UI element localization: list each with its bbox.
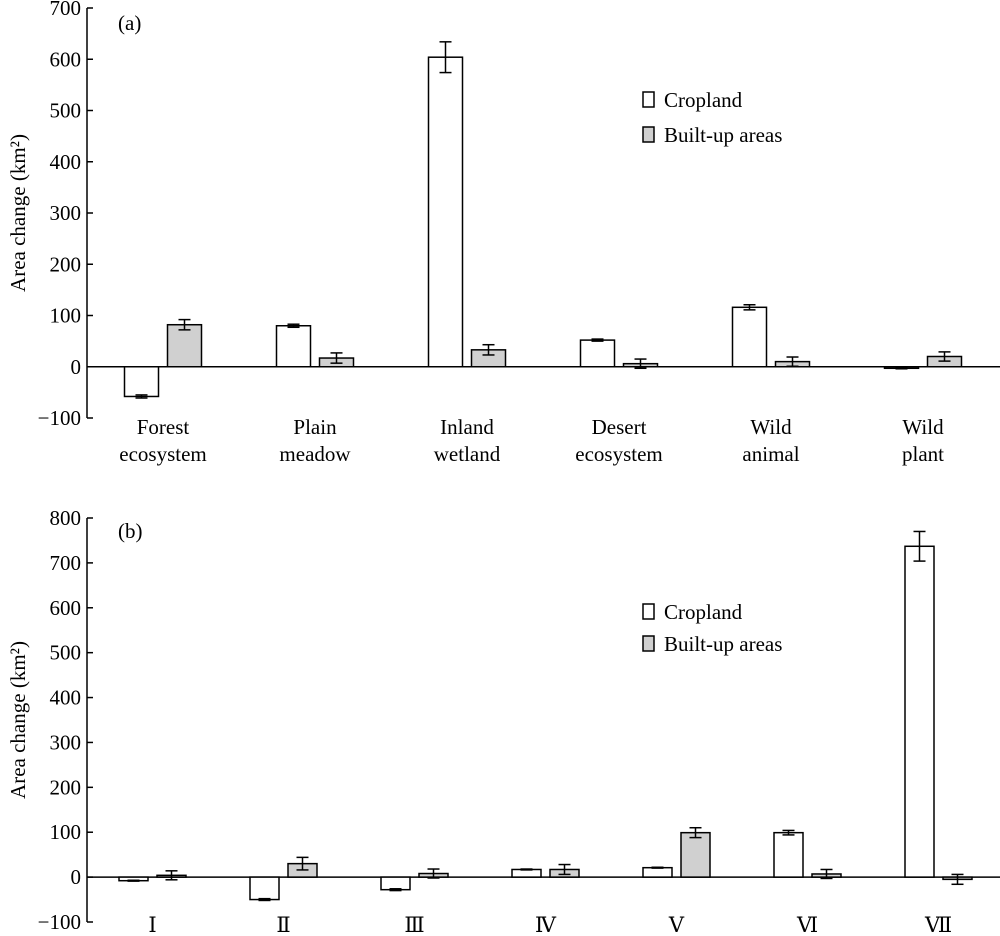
chart-panel-a: −100 0 100 200 300 400 500 600 700 Forest ecosyste… <box>6 0 1000 466</box>
legend-label: Cropland <box>664 600 743 624</box>
cropland-bar <box>249 876 280 901</box>
y-tick-label: 700 <box>50 551 82 575</box>
cropland-bar <box>380 876 411 891</box>
y-tick-label: 400 <box>50 150 82 174</box>
category-label: ecosystem <box>119 442 206 466</box>
y-tick-label: 800 <box>50 506 82 530</box>
cropland-bar <box>427 56 464 368</box>
legend-swatch <box>642 126 655 143</box>
category-label: ecosystem <box>575 442 662 466</box>
y-tick-label: 100 <box>50 304 82 328</box>
category-label: Forest <box>137 415 190 439</box>
category-label: Ⅱ <box>276 913 290 936</box>
cropland-bar <box>773 831 804 878</box>
y-tick-label: 300 <box>50 201 82 225</box>
category-label: Ⅵ <box>796 913 818 936</box>
legend-swatch <box>642 635 655 652</box>
category-label: Ⅰ <box>148 913 156 936</box>
y-tick-label: 500 <box>50 641 82 665</box>
y-tick-label: 300 <box>50 730 82 754</box>
y-tick-label: 100 <box>50 820 82 844</box>
y-tick-label: 600 <box>50 47 82 71</box>
cropland-bar <box>123 366 160 398</box>
legend-swatch <box>642 91 655 108</box>
y-axis-title: Area change (km²) <box>6 641 30 799</box>
category-label: plant <box>902 442 944 466</box>
category-label: Ⅶ <box>924 913 952 936</box>
y-tick-label: 400 <box>50 686 82 710</box>
category-label: wetland <box>434 442 501 466</box>
y-axis-title: Area change (km²) <box>6 134 30 292</box>
category-label: Ⅲ <box>404 913 424 936</box>
builtup-bar <box>166 323 203 368</box>
cropland-bar <box>642 866 673 878</box>
y-tick-label: −100 <box>38 406 81 430</box>
category-label: Wild <box>750 415 792 439</box>
cropland-bar <box>579 339 616 368</box>
panel-label: (a) <box>118 11 141 35</box>
cropland-bar <box>731 306 768 368</box>
legend-label: Built-up areas <box>664 632 782 656</box>
category-label: meadow <box>279 442 351 466</box>
legend-swatch <box>642 603 655 620</box>
y-tick-label: 0 <box>71 865 82 889</box>
chart-panel-b: −100 0 100 200 300 400 500 600 700 800 Ⅰ Ⅱ Ⅲ Ⅳ Ⅴ Ⅵ Ⅶ (b) A… <box>6 506 1000 936</box>
legend-label: Built-up areas <box>664 123 782 147</box>
y-tick-label: 700 <box>50 0 82 20</box>
category-label: animal <box>742 442 799 466</box>
y-tick-label: 200 <box>50 775 82 799</box>
category-label: Desert <box>592 415 647 439</box>
y-tick-label: −100 <box>38 910 81 934</box>
category-label: Plain <box>293 415 337 439</box>
y-tick-label: 500 <box>50 99 82 123</box>
legend-label: Cropland <box>664 88 743 112</box>
category-label: Inland <box>440 415 494 439</box>
y-tick-label: 200 <box>50 252 82 276</box>
category-label: Ⅳ <box>535 913 557 936</box>
builtup-bar <box>680 831 711 878</box>
cropland-bar <box>904 545 935 878</box>
panel-label: (b) <box>118 519 143 543</box>
category-label: Ⅴ <box>668 913 685 936</box>
category-label: Wild <box>902 415 944 439</box>
y-tick-label: 600 <box>50 596 82 620</box>
cropland-bar <box>275 325 312 368</box>
y-tick-label: 0 <box>71 355 82 379</box>
